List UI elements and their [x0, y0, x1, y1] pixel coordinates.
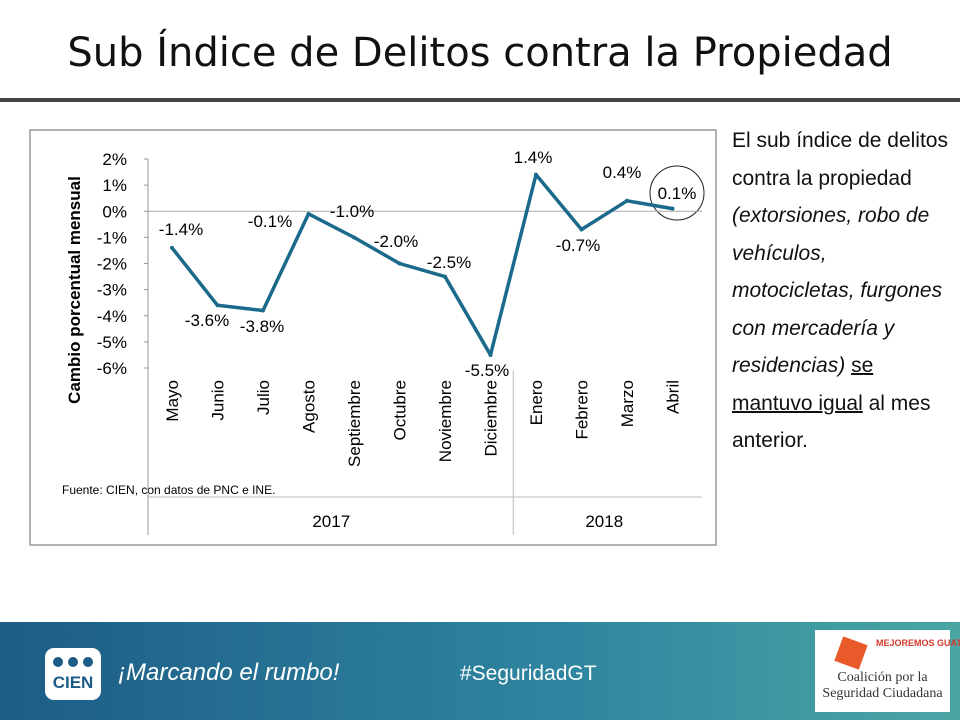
- data-point: [443, 274, 447, 279]
- side-intro: El sub índice de delitos contra la propi…: [732, 129, 948, 190]
- data-point: [625, 198, 629, 203]
- group-label: 2017: [312, 512, 350, 531]
- value-label: -2.0%: [374, 232, 418, 251]
- value-label: -3.6%: [185, 311, 229, 330]
- x-tick-label: Septiembre: [345, 380, 364, 467]
- y-tick-label: -6%: [97, 359, 127, 378]
- x-tick-label: Junio: [209, 380, 228, 421]
- data-point: [670, 206, 675, 211]
- partner-name: Coalición por la Seguridad Ciudadana: [822, 670, 943, 701]
- highlight-circle: [649, 165, 705, 221]
- side-text: El sub índice de delitos contra la propi…: [732, 122, 954, 460]
- logo-dot: [68, 657, 78, 667]
- x-tick-label: Noviembre: [436, 380, 455, 462]
- data-point: [352, 235, 356, 240]
- y-tick-label: 1%: [102, 176, 127, 195]
- logo-dot: [83, 657, 93, 667]
- value-label: -1.0%: [330, 202, 374, 221]
- side-detail: (extorsiones, robo de vehículos, motocic…: [732, 204, 943, 377]
- x-tick-label: Julio: [254, 380, 273, 415]
- x-tick-label: Agosto: [300, 380, 319, 433]
- partner-icon: [834, 636, 868, 670]
- x-tick-label: Abril: [664, 380, 683, 414]
- partner-name-box: Coalición por la Seguridad Ciudadana: [822, 670, 943, 701]
- data-line: [170, 172, 673, 357]
- value-label: -0.7%: [556, 236, 600, 255]
- x-tick-label: Octubre: [391, 380, 410, 440]
- value-label: -2.5%: [427, 253, 471, 272]
- x-tick-label: Diciembre: [482, 380, 501, 457]
- y-tick-label: -3%: [97, 281, 127, 300]
- data-point: [170, 245, 174, 250]
- data-point: [534, 172, 538, 177]
- footer: CIEN ¡Marcando el rumbo! #SeguridadGT ME…: [0, 622, 960, 720]
- data-point: [579, 227, 584, 232]
- value-label: -5.5%: [465, 361, 509, 380]
- hashtag: #SeguridadGT: [460, 662, 597, 685]
- data-point: [488, 352, 493, 357]
- chart: Cambio porcentual mensual Fuente: CIEN, …: [29, 129, 717, 546]
- y-tick-label: -1%: [97, 228, 127, 247]
- x-tick-label: Enero: [527, 380, 546, 425]
- source-note: Fuente: CIEN, con datos de PNC e INE.: [62, 483, 275, 497]
- data-point: [261, 308, 265, 313]
- y-tick-label: -4%: [97, 307, 127, 326]
- y-tick-label: -2%: [97, 255, 127, 274]
- x-tick-label: Mayo: [163, 380, 182, 422]
- partner-logo-box: [815, 630, 950, 712]
- value-label: 0.4%: [603, 163, 642, 182]
- y-tick-label: 2%: [102, 150, 127, 169]
- logo-text: CIEN: [53, 673, 94, 692]
- data-point: [215, 303, 220, 308]
- group-label: 2018: [585, 512, 623, 531]
- chart-frame: [29, 129, 717, 546]
- title-rule: [0, 98, 960, 102]
- data-point: [397, 261, 402, 266]
- slide-title: Sub Índice de Delitos contra la Propieda…: [67, 30, 893, 76]
- value-label: -1.4%: [159, 220, 203, 239]
- value-label: 0.1%: [658, 184, 697, 203]
- partner-top: MEJOREMOS GUATE: [876, 638, 960, 648]
- value-label: 1.4%: [514, 148, 553, 167]
- x-tick-label: Marzo: [618, 380, 637, 427]
- footer-graphics: CIEN ¡Marcando el rumbo! #SeguridadGT ME…: [45, 630, 960, 712]
- side-emphasis: se mantuvo igual: [732, 354, 874, 415]
- side-ending: al mes anterior.: [732, 391, 931, 453]
- y-tick-label: -5%: [97, 333, 127, 352]
- x-tick-label: Febrero: [573, 380, 592, 440]
- value-label: -3.8%: [240, 317, 284, 336]
- y-tick-label: 0%: [102, 202, 127, 221]
- tagline: ¡Marcando el rumbo!: [118, 659, 340, 686]
- y-axis-label: Cambio porcentual mensual: [65, 176, 84, 404]
- data-point: [306, 211, 311, 216]
- value-label: -0.1%: [248, 212, 292, 231]
- logo-dot: [53, 657, 63, 667]
